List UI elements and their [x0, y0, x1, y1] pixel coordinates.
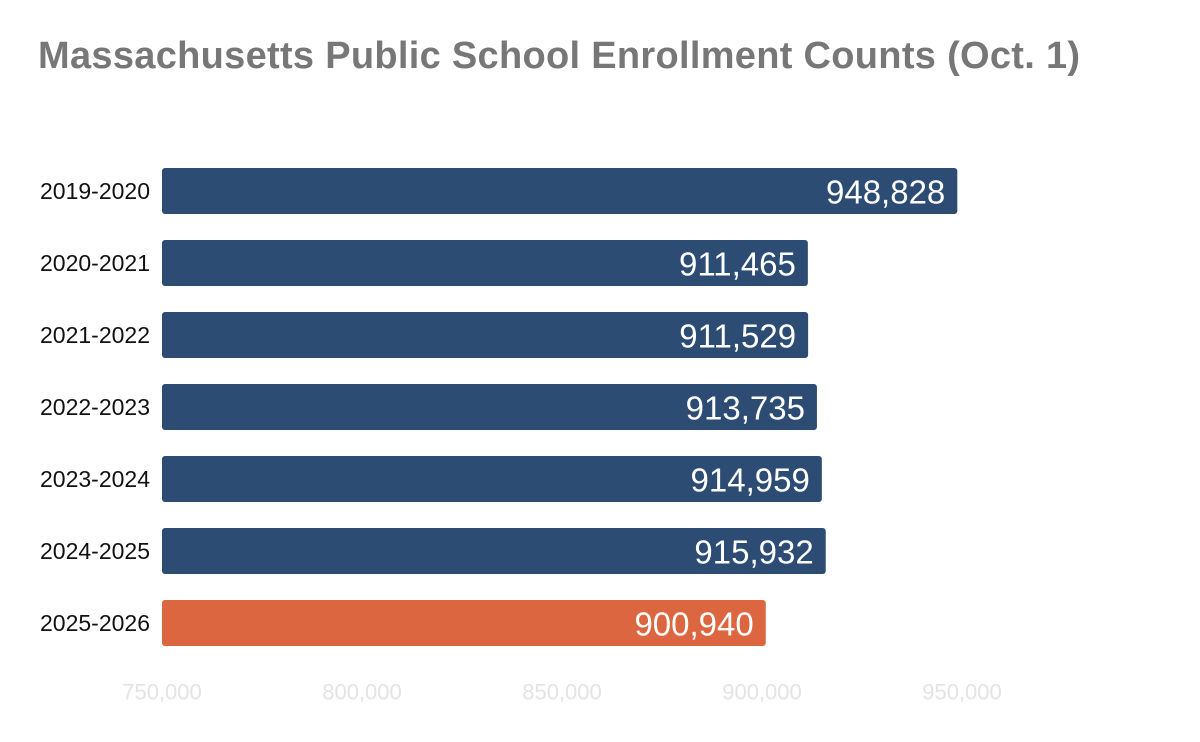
- category-label: 2019-2020: [40, 178, 150, 204]
- x-tick-label: 750,000: [122, 680, 202, 705]
- chart-title: Massachusetts Public School Enrollment C…: [38, 35, 1081, 77]
- bar-2023-2024: [162, 456, 822, 502]
- value-label: 948,828: [826, 174, 945, 211]
- category-label: 2024-2025: [40, 538, 150, 564]
- category-label: 2022-2023: [40, 394, 150, 420]
- value-label: 913,735: [686, 390, 805, 427]
- bar-2022-2023: [162, 384, 817, 430]
- bar-2021-2022: [162, 312, 809, 358]
- bar-2025-2026: [162, 600, 766, 646]
- bar-2020-2021: [162, 240, 808, 286]
- value-label: 911,465: [679, 246, 796, 283]
- x-tick-label: 950,000: [922, 680, 1002, 705]
- bar-2019-2020: [162, 168, 958, 214]
- category-label: 2025-2026: [40, 610, 150, 636]
- bar-2024-2025: [162, 528, 826, 574]
- value-label: 900,940: [634, 606, 753, 643]
- category-label: 2020-2021: [40, 250, 150, 276]
- category-label: 2023-2024: [40, 466, 150, 492]
- x-tick-label: 850,000: [522, 680, 602, 705]
- category-label: 2021-2022: [40, 322, 150, 348]
- x-tick-label: 900,000: [722, 680, 802, 705]
- x-tick-label: 800,000: [322, 680, 402, 705]
- value-label: 915,932: [694, 534, 813, 571]
- value-label: 911,529: [679, 318, 796, 355]
- value-label: 914,959: [691, 462, 810, 499]
